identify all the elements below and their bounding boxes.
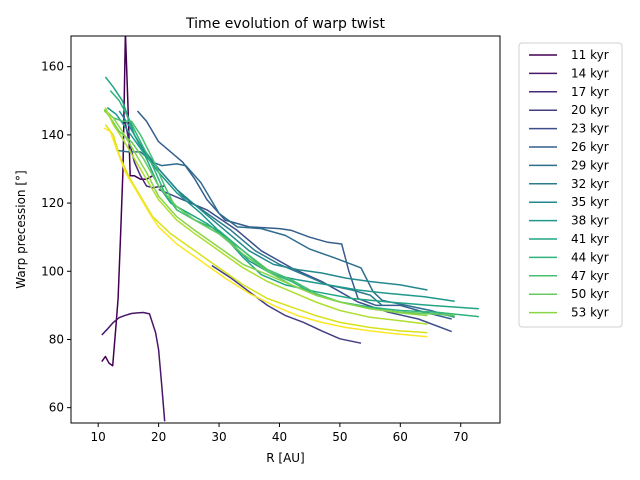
x-tick-label: 70 xyxy=(453,430,468,444)
x-tick-label: 20 xyxy=(151,430,166,444)
series-line-1 xyxy=(101,311,166,422)
legend-entry-label: 17 kyr xyxy=(571,85,609,99)
legend-entry-label: 38 kyr xyxy=(571,214,609,228)
legend-entry-label: 14 kyr xyxy=(571,66,609,80)
series-line-0 xyxy=(101,36,153,367)
y-tick-label: 60 xyxy=(49,401,64,415)
x-axis: 10 20 30 40 50 60 70 xyxy=(91,423,468,444)
series-line-4 xyxy=(158,188,452,333)
legend-entry-label: 20 kyr xyxy=(571,103,609,117)
legend-box xyxy=(518,42,623,328)
legend-entry-label: 32 kyr xyxy=(571,177,609,191)
y-tick-label: 80 xyxy=(49,332,64,346)
legend-entry-label: 41 kyr xyxy=(571,232,609,246)
x-tick-label: 10 xyxy=(91,430,106,444)
legend-entry-label: 29 kyr xyxy=(571,158,609,172)
series-line-11 xyxy=(109,90,479,318)
chart-title: Time evolution of warp twist xyxy=(185,16,385,32)
plot-frame xyxy=(70,35,501,424)
x-tick-label: 60 xyxy=(393,430,408,444)
x-axis-label: R [AU] xyxy=(266,451,305,465)
series-line-13 xyxy=(103,108,455,316)
series-line-7 xyxy=(124,110,383,306)
x-tick-label: 40 xyxy=(272,430,287,444)
legend-entry-label: 50 kyr xyxy=(571,287,609,301)
legend-entry-label: 26 kyr xyxy=(571,140,609,154)
series-line-16 xyxy=(104,124,428,334)
y-axis-label: Warp precession [°] xyxy=(14,170,28,288)
series-layer xyxy=(101,36,479,422)
series-line-14 xyxy=(103,110,428,317)
series-line-9 xyxy=(106,107,455,303)
legend-entry-label: 23 kyr xyxy=(571,122,609,136)
series-line-17 xyxy=(103,127,428,338)
y-tick-label: 160 xyxy=(41,60,64,74)
series-line-5 xyxy=(136,110,452,320)
legend: 11 kyr 14 kyr 17 kyr 20 kyr 23 kyr 26 kyr 29 k… xyxy=(518,42,623,328)
legend-entry-label: 44 kyr xyxy=(571,250,609,264)
series-line-15 xyxy=(104,107,428,325)
x-tick-label: 50 xyxy=(332,430,347,444)
series-line-10 xyxy=(104,76,479,310)
y-tick-label: 140 xyxy=(41,128,64,142)
y-axis: 60 80 100 120 140 160 xyxy=(41,60,71,415)
legend-entry-label: 11 kyr xyxy=(571,48,609,62)
series-line-3 xyxy=(211,264,362,344)
legend-entry-label: 47 kyr xyxy=(571,269,609,283)
series-line-6 xyxy=(116,149,455,319)
legend-entry-label: 53 kyr xyxy=(571,306,609,320)
x-tick-label: 30 xyxy=(211,430,226,444)
y-tick-label: 100 xyxy=(41,264,64,278)
y-tick-label: 120 xyxy=(41,196,64,210)
series-line-8 xyxy=(118,110,428,291)
legend-entry-label: 35 kyr xyxy=(571,195,609,209)
